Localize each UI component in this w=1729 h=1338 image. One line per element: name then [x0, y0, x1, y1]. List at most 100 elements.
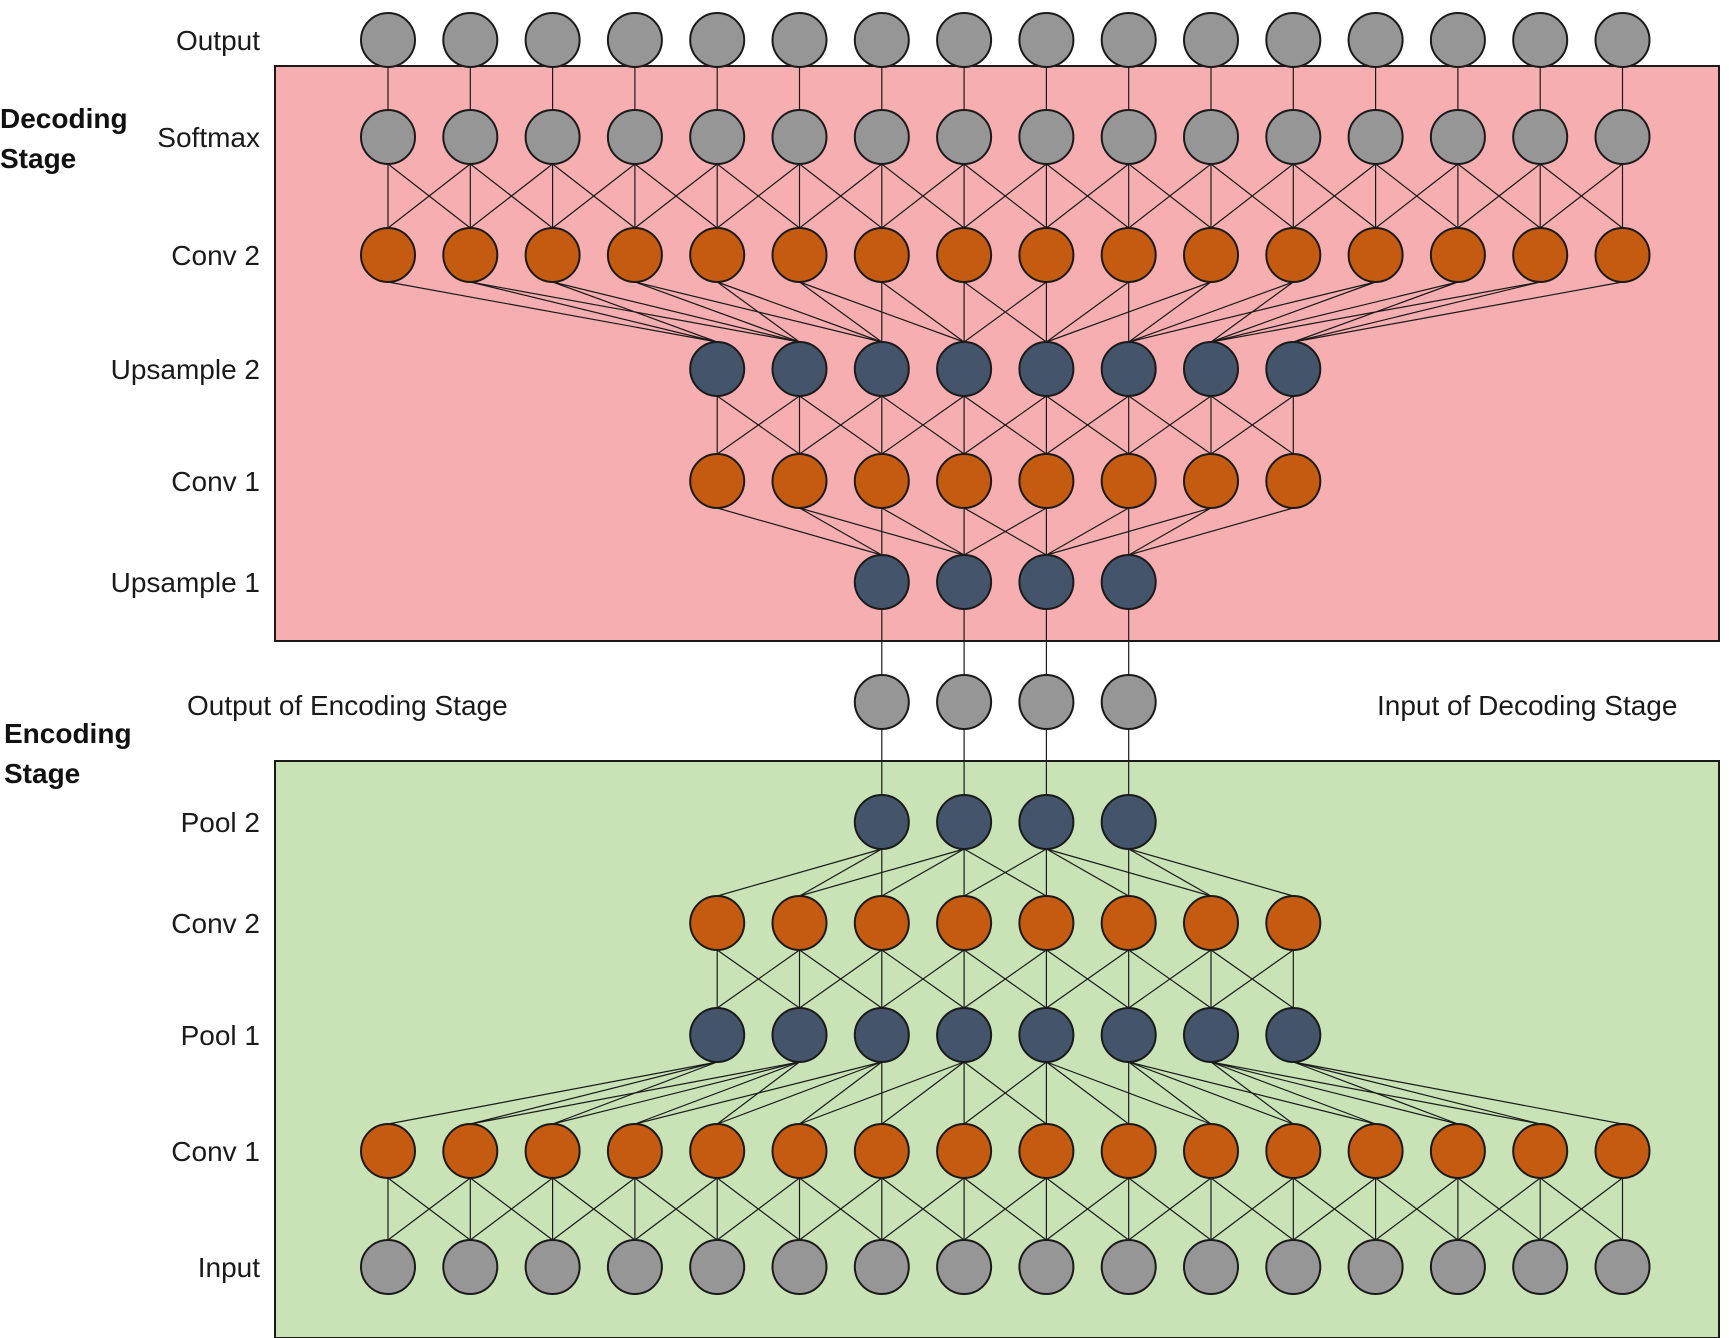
- enc-conv1-node: [442, 1123, 499, 1179]
- softmax-node: [1100, 109, 1157, 165]
- edge-pool1-enc-conv1: [1293, 1061, 1541, 1125]
- edge-dec-conv2-upsample2: [1128, 281, 1294, 343]
- edge-pool1-enc-conv1: [963, 1061, 1047, 1125]
- edge-pool2-enc-conv2: [1128, 848, 1294, 897]
- edge-enc-conv2-pool1: [881, 949, 965, 1009]
- edge-dec-conv2-upsample2: [799, 281, 965, 343]
- enc-conv1-node: [1018, 1123, 1075, 1179]
- pool2-node: [1018, 794, 1075, 850]
- edge-pool1-enc-conv1: [1128, 1061, 1294, 1125]
- edge-upsample2-dec-conv1: [881, 395, 965, 455]
- softmax-node: [1347, 109, 1404, 165]
- input-node: [442, 1239, 499, 1295]
- edge-enc-conv1-input: [1539, 1177, 1623, 1241]
- input-node: [1100, 1239, 1157, 1295]
- edge-pool1-enc-conv1: [1293, 1061, 1459, 1125]
- edge-upsample2-dec-conv1: [799, 395, 883, 455]
- edge-softmax-dec-conv2: [963, 163, 1047, 229]
- softmax-node: [1265, 109, 1322, 165]
- dec-conv1-node: [1265, 453, 1322, 509]
- edge-upsample2-dec-conv1: [1210, 395, 1294, 455]
- edge-dec-conv2-upsample2: [1293, 281, 1541, 343]
- edge-dec-conv1-upsample1: [799, 507, 883, 556]
- enc-conv2-node: [1018, 895, 1075, 951]
- pool1-node: [1265, 1007, 1322, 1063]
- encoding-stage-title-line2: Stage: [4, 758, 80, 789]
- edge-enc-conv2-pool1: [1046, 949, 1130, 1009]
- input-node: [1347, 1239, 1404, 1295]
- output-node: [1429, 12, 1486, 68]
- dec-conv1-node: [689, 453, 746, 509]
- output-node: [1512, 12, 1569, 68]
- pool1-node: [936, 1007, 993, 1063]
- layer-labels: Output Softmax Conv 2 Upsample 2 Conv 1 Upsam…: [111, 25, 261, 1283]
- edge-pool1-enc-conv1: [470, 1061, 718, 1125]
- edge-pool1-enc-conv1: [799, 1061, 883, 1125]
- edge-softmax-dec-conv2: [1292, 163, 1376, 229]
- pool2-node: [1100, 794, 1157, 850]
- enc-conv1-node: [1100, 1123, 1157, 1179]
- upsample1-label: Upsample 1: [111, 567, 260, 598]
- dec-conv2-label: Conv 2: [171, 240, 260, 271]
- enc-conv1-node: [1429, 1123, 1486, 1179]
- enc-conv2-node: [853, 895, 910, 951]
- edge-softmax-dec-conv2: [1375, 163, 1459, 229]
- dec-conv2-node: [1429, 227, 1486, 283]
- edge-enc-conv1-input: [1128, 1177, 1212, 1241]
- enc-conv1-node: [936, 1123, 993, 1179]
- enc-conv2-node: [1265, 895, 1322, 951]
- upsample2-node: [936, 341, 993, 397]
- pool1-node: [853, 1007, 910, 1063]
- input-node: [936, 1239, 993, 1295]
- edge-softmax-dec-conv2: [1539, 163, 1623, 229]
- edge-pool2-enc-conv2: [799, 848, 965, 897]
- upsample2-node: [1183, 341, 1239, 397]
- enc-conv1-node: [606, 1123, 663, 1179]
- enc-conv2-node: [936, 895, 993, 951]
- dec-conv1-node: [1183, 453, 1239, 509]
- output-node: [1183, 12, 1239, 68]
- enc-conv2-node: [1183, 895, 1239, 951]
- bottleneck-node: [1100, 674, 1157, 730]
- dec-conv1-node: [853, 453, 910, 509]
- softmax-node: [1594, 109, 1651, 165]
- edge-dec-conv2-upsample2: [1210, 281, 1459, 343]
- edge-dec-conv1-upsample1: [1046, 507, 1129, 556]
- edge-dec-conv2-upsample2: [634, 281, 800, 343]
- dec-conv2-node: [360, 227, 416, 283]
- enc-conv1-node: [1512, 1123, 1569, 1179]
- output-node: [360, 12, 416, 68]
- edge-dec-conv2-upsample2: [1210, 281, 1376, 343]
- edge-enc-conv1-input: [963, 1177, 1047, 1241]
- upsample1-node: [1018, 554, 1075, 610]
- input-node: [524, 1239, 581, 1295]
- pool1-node: [1018, 1007, 1075, 1063]
- edge-softmax-dec-conv2: [1210, 163, 1294, 229]
- dec-conv2-node: [1100, 227, 1157, 283]
- dec-conv2-node: [1512, 227, 1569, 283]
- output-of-encoding-stage-label: Output of Encoding Stage: [187, 690, 508, 721]
- edge-enc-conv2-pool1: [963, 949, 1047, 1009]
- edge-dec-conv2-upsample2: [963, 281, 1047, 343]
- upsample1-node: [936, 554, 993, 610]
- pool1-label: Pool 1: [181, 1020, 260, 1051]
- input-node: [1594, 1239, 1651, 1295]
- edge-pool1-enc-conv1: [1210, 1061, 1459, 1125]
- enc-conv2-node: [1100, 895, 1157, 951]
- edge-pool2-enc-conv2: [1046, 848, 1129, 897]
- upsample2-node: [771, 341, 828, 397]
- encoding-stage-box: [274, 760, 1720, 1338]
- enc-conv1-label: Conv 1: [171, 1136, 260, 1167]
- pool1-node: [1183, 1007, 1239, 1063]
- output-node: [853, 12, 910, 68]
- enc-conv1-node: [524, 1123, 581, 1179]
- softmax-node: [771, 109, 828, 165]
- dec-conv1-node: [1018, 453, 1075, 509]
- enc-conv1-node: [1183, 1123, 1239, 1179]
- edge-enc-conv1-input: [387, 1177, 471, 1241]
- upsample2-node: [689, 341, 746, 397]
- edge-pool1-enc-conv1: [1210, 1061, 1294, 1125]
- pool1-node: [771, 1007, 828, 1063]
- dec-conv2-node: [771, 227, 828, 283]
